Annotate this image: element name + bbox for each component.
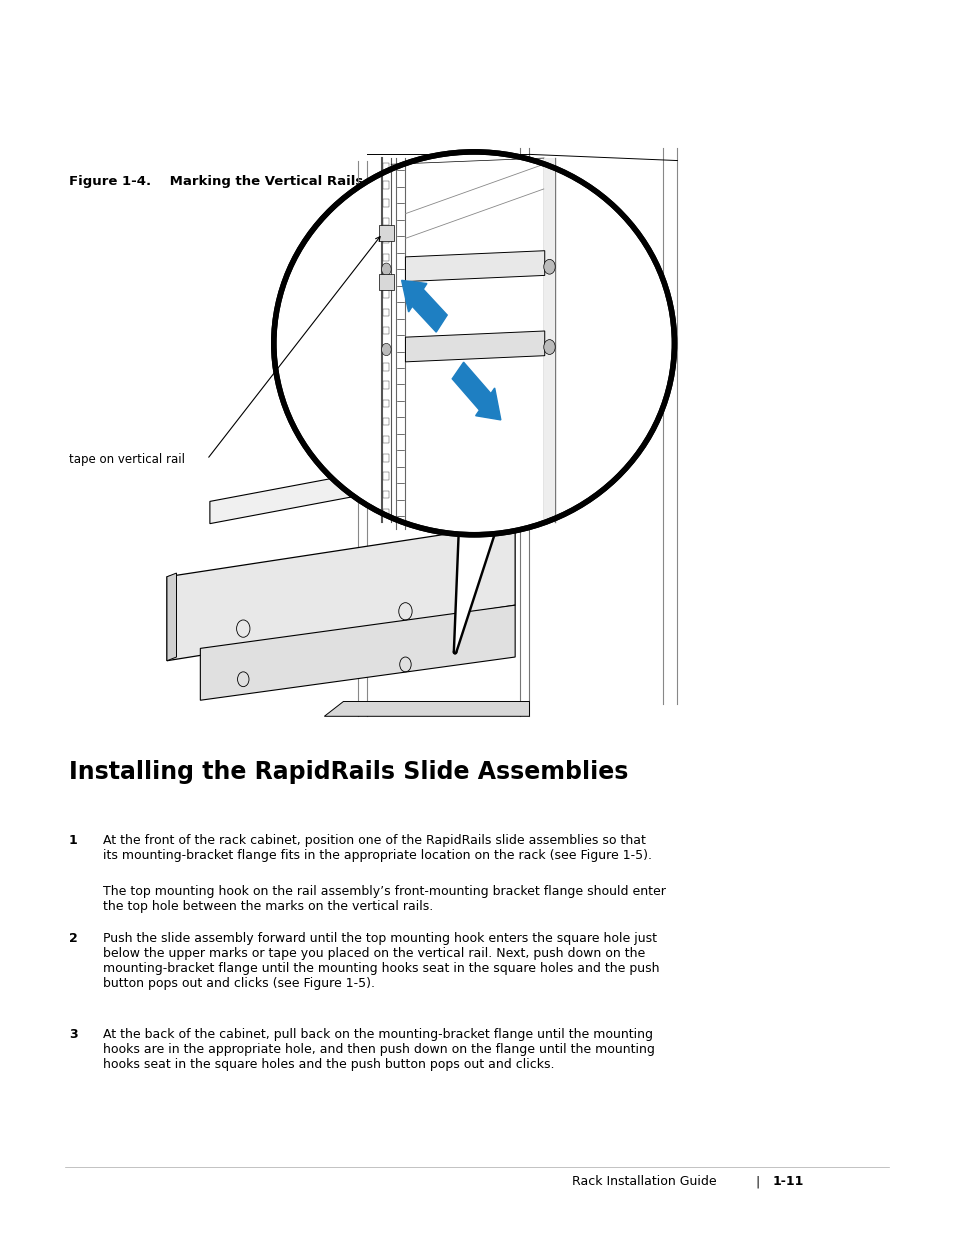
Bar [382,417,389,425]
Bar [543,158,555,522]
Polygon shape [455,535,493,652]
Circle shape [543,259,555,274]
Text: At the back of the cabinet, pull back on the mounting-bracket flange until the m: At the back of the cabinet, pull back on… [103,1028,654,1071]
Bar [382,363,389,370]
Bar [382,254,389,262]
Text: 2: 2 [69,932,77,946]
Text: 1: 1 [69,834,77,847]
Text: Installing the RapidRails Slide Assemblies: Installing the RapidRails Slide Assembli… [69,760,627,783]
Bar [382,327,389,335]
Bar [382,272,389,279]
Polygon shape [200,605,515,700]
Bar [378,274,394,290]
Polygon shape [405,251,544,282]
Text: tape on vertical rail: tape on vertical rail [69,453,185,466]
Bar [382,436,389,443]
Bar [382,217,389,225]
Bar [382,199,389,206]
Text: Figure 1-4.    Marking the Vertical Rails: Figure 1-4. Marking the Vertical Rails [69,175,362,189]
Bar [382,345,389,352]
Polygon shape [167,524,515,661]
Text: The top mounting hook on the rail assembly’s front-mounting bracket flange shoul: The top mounting hook on the rail assemb… [103,885,665,914]
Bar [382,400,389,408]
Text: At the front of the rack cabinet, position one of the RapidRails slide assemblie: At the front of the rack cabinet, positi… [103,834,651,862]
Bar [382,163,389,170]
Bar [382,309,389,316]
Bar [382,509,389,516]
Polygon shape [405,331,544,362]
Bar [378,225,394,241]
Polygon shape [210,472,367,524]
Circle shape [381,343,391,356]
Bar [382,382,389,389]
Polygon shape [167,573,176,661]
Bar [382,182,389,189]
Text: 3: 3 [69,1028,77,1041]
Bar [382,236,389,243]
Text: Push the slide assembly forward until the top mounting hook enters the square ho: Push the slide assembly forward until th… [103,932,659,990]
Circle shape [381,263,391,275]
Polygon shape [324,701,529,716]
Bar [382,490,389,498]
Bar [382,473,389,480]
FancyArrow shape [452,362,500,420]
Bar [382,454,389,462]
Ellipse shape [274,152,674,535]
Bar [382,290,389,298]
Text: |: | [755,1174,759,1188]
Text: Rack Installation Guide: Rack Installation Guide [572,1174,717,1188]
Text: 1-11: 1-11 [772,1174,803,1188]
Circle shape [543,340,555,354]
FancyArrow shape [401,280,447,332]
